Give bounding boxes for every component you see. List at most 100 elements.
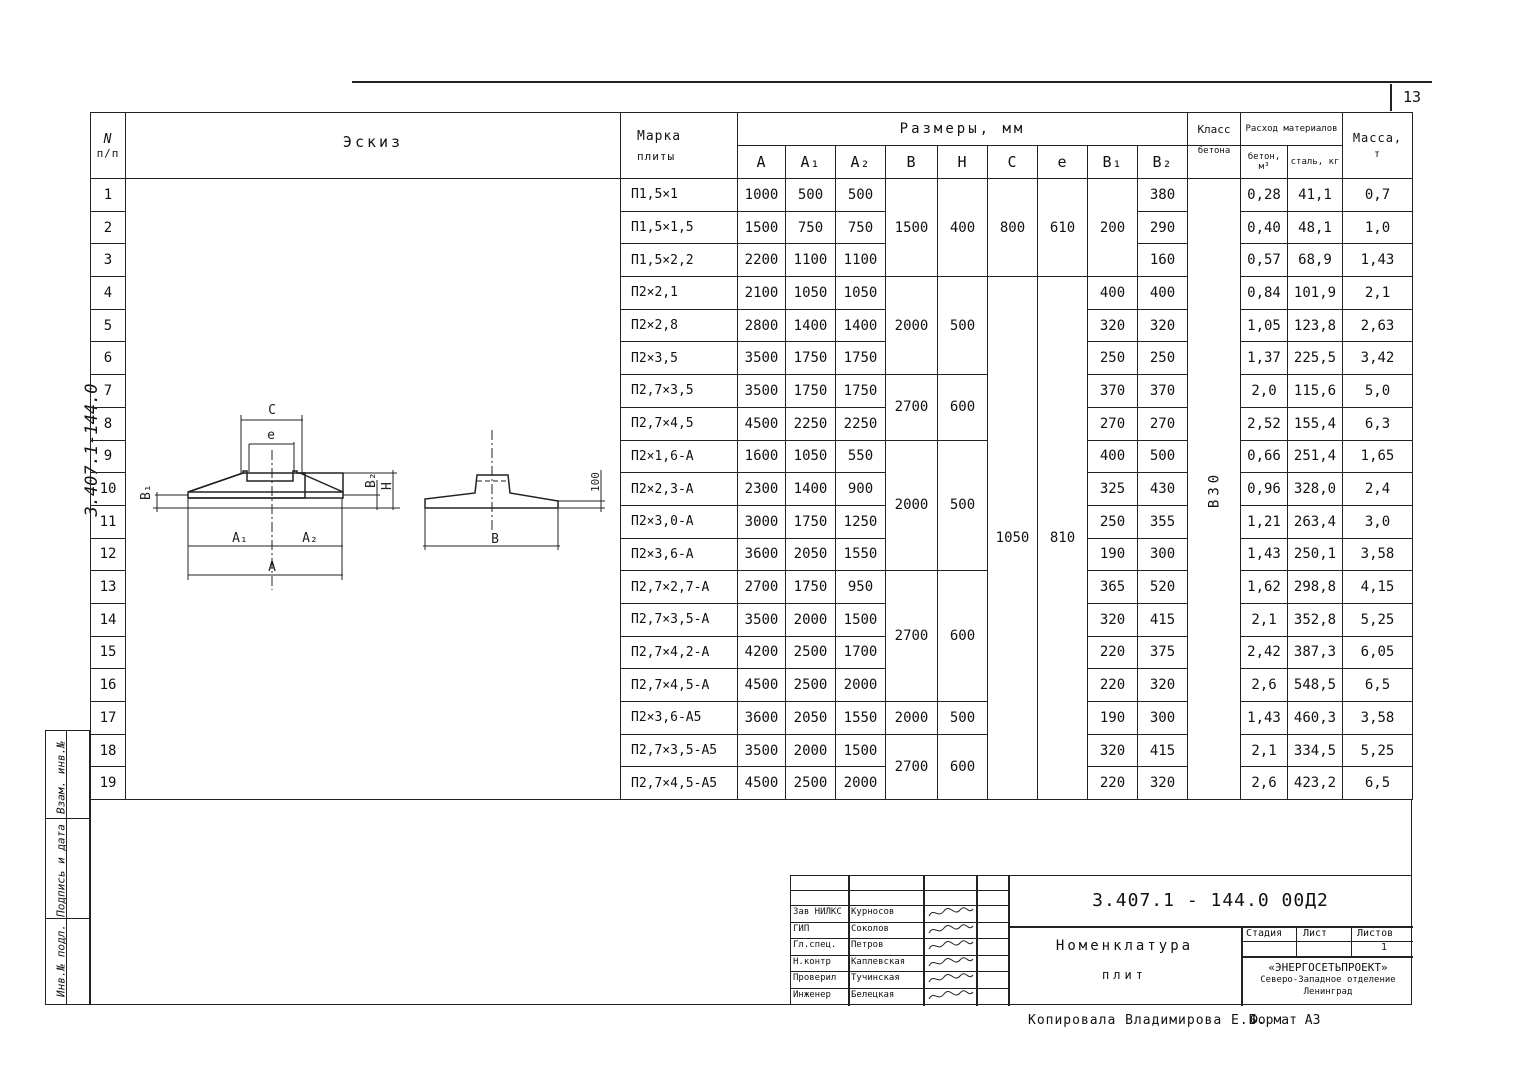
dim-b1: 320 [1087,733,1138,768]
label-a: A [268,560,276,575]
dim-a2: 1250 [835,504,886,539]
header-consumption: Расход материалов [1240,112,1343,146]
label-e: e [267,428,275,443]
dim-a2: 950 [835,570,886,604]
page-number: 13 [1390,84,1432,111]
concrete-volume: 2,6 [1240,766,1288,801]
header-number-label: N [103,131,113,147]
concrete-volume: 2,1 [1240,602,1288,637]
header-col-7: B₁ [1087,145,1138,179]
dim-b1: 320 [1087,308,1138,343]
dim-b: 2700 [885,733,938,801]
plate-mass: 2,63 [1342,308,1413,343]
dim-a2: 1750 [835,341,886,376]
plate-mark: П2,7×4,5-А5 [620,766,738,801]
dim-a: 4500 [737,406,786,441]
dim-a1: 1400 [785,472,836,506]
dim-b2: 375 [1137,635,1188,670]
steel-mass: 263,4 [1287,504,1343,539]
signer-name: Соколов [851,923,889,934]
steel-mass: 298,8 [1287,570,1343,604]
dim-b2: 415 [1137,602,1188,637]
plate-mass: 1,0 [1342,210,1413,245]
header-sketch: Эскиз [125,112,621,179]
table-row: 2 П1,5×1,5 1500 750 750 290 0,40 48,1 1,0 [90,210,1413,245]
dim-a1: 1050 [785,276,836,310]
dim-a: 3500 [737,374,786,408]
table-row: 10 П2×2,3-А 2300 1400 900 325 430 0,96 328,0 2,4 [90,472,1413,506]
dim-b2: 415 [1137,733,1188,768]
steel-mass: 101,9 [1287,276,1343,310]
steel-mass: 387,3 [1287,635,1343,670]
row-number: 17 [90,701,126,735]
label-b2: B₂ [364,472,379,488]
dim-b: 2000 [885,439,938,572]
header-col-2: A₂ [835,145,886,179]
dim-a: 3500 [737,341,786,376]
steel-mass: 423,2 [1287,766,1343,801]
steel-mass: 68,9 [1287,243,1343,278]
lower-drawing-area [90,800,1412,1005]
table-row: 18 П2,7×3,5-А5 3500 2000 1500 2700 600 320 415 2,… [90,733,1413,801]
plate-mark: П1,5×1,5 [620,210,738,245]
row-number: 13 [90,570,126,604]
plate-mark: П2×3,6-А [620,537,738,572]
row-number: 1 [90,178,126,212]
row-number: 5 [90,308,126,343]
label-h: H [380,482,395,490]
dim-a: 4200 [737,635,786,670]
row-number: 7 [90,374,126,408]
dim-a: 2100 [737,276,786,310]
header-col-8: B₂ [1137,145,1188,179]
dim-a: 2200 [737,243,786,278]
header-class-sub: бетона [1187,145,1241,179]
dim-c: 800 [987,177,1038,278]
table-row: 17 П2×3,6-А5 3600 2050 1550 2000 500 190 300 1,43… [90,701,1413,735]
dim-b: 2000 [885,701,938,735]
header-col-3: B [885,145,938,179]
dim-b2: 320 [1137,668,1188,702]
dim-a2: 2250 [835,406,886,441]
concrete-volume: 1,43 [1240,537,1288,572]
dim-h: 500 [937,701,988,735]
table-row: 6 П2×3,5 3500 1750 1750 250 250 1,37 225,5 3,42 [90,341,1413,376]
dim-b1: 220 [1087,635,1138,670]
concrete-volume: 1,37 [1240,341,1288,376]
row-number: 19 [90,766,126,801]
concrete-volume: 0,84 [1240,276,1288,310]
dim-a1: 2000 [785,602,836,637]
header-col-0: A [737,145,786,179]
dim-b: 2000 [885,276,938,376]
steel-mass: 155,4 [1287,406,1343,441]
dim-a1: 1750 [785,504,836,539]
dim-b2: 320 [1137,308,1188,343]
table-row: 5 П2×2,8 2800 1400 1400 320 320 1,05 123,8 2,63 [90,308,1413,343]
dim-b1: 250 [1087,341,1138,376]
label-a1: A₁ [232,531,248,546]
row-number: 3 [90,243,126,278]
dim-a2: 1500 [835,733,886,768]
table-row: 13 П2,7×2,7-А 2700 1750 950 2700 600 365 520 1,62… [90,570,1413,702]
plate-mark: П2,7×3,5-А5 [620,733,738,768]
drawing-title-line2: плит [1102,968,1147,982]
steel-mass: 225,5 [1287,341,1343,376]
concrete-volume: 1,43 [1240,701,1288,735]
steel-mass: 460,3 [1287,701,1343,735]
dim-a2: 1100 [835,243,886,278]
dim-a: 4500 [737,766,786,801]
plate-mass: 6,5 [1342,766,1413,801]
dim-c: 1050 [987,276,1038,801]
steel-mass: 41,1 [1287,178,1343,212]
signature [928,940,974,950]
label-100: 100 [589,472,602,492]
table-row: 8 П2,7×4,5 4500 2250 2250 270 270 2,52 155,4 6,3 [90,406,1413,441]
dim-a: 3500 [737,602,786,637]
table-row: 14 П2,7×3,5-А 3500 2000 1500 320 415 2,1 352,8 5,… [90,602,1413,637]
signer-role: ГИП [793,923,810,934]
plate-mass: 6,5 [1342,668,1413,702]
dim-a2: 1400 [835,308,886,343]
table-row: 9 П2×1,6-А 1600 1050 550 2000 500 400 500 0,66 251… [90,439,1413,572]
sheets-label: Листов [1357,928,1394,939]
table-row: 19 П2,7×4,5-А5 4500 2500 2000 220 320 2,6 423,2 6… [90,766,1413,801]
dim-b2: 370 [1137,374,1188,408]
